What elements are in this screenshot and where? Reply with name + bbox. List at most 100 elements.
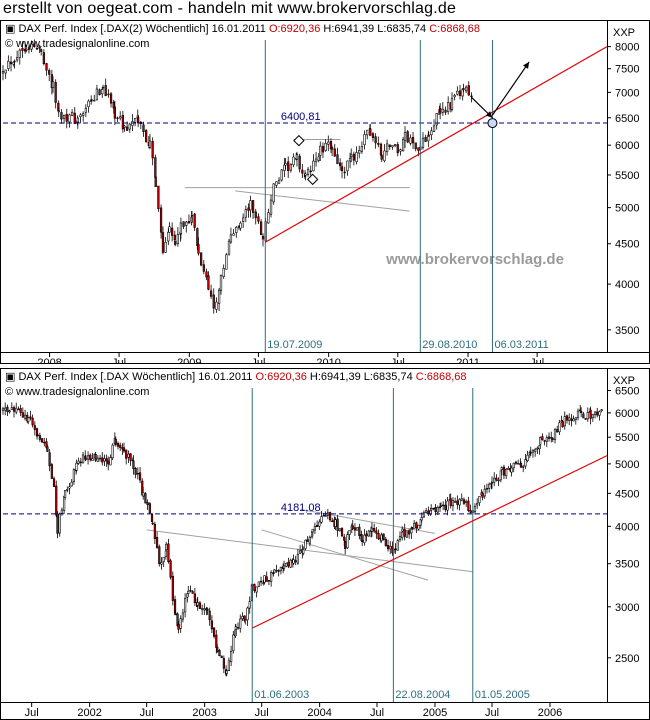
candle-body [272, 183, 275, 203]
candle-body [450, 97, 454, 110]
candle-body [406, 131, 409, 143]
candle-body [107, 93, 110, 96]
candle-body [366, 129, 369, 136]
candle-body [458, 499, 461, 506]
candle-body [65, 113, 68, 122]
candle-body [373, 527, 376, 532]
candle-body [40, 438, 44, 443]
candle-body [352, 153, 355, 161]
candle-body [101, 457, 104, 463]
chart-title-low: L:6835,74 [364, 371, 416, 383]
candle-body [91, 458, 94, 461]
candle-body [470, 95, 473, 98]
candle-body [348, 530, 351, 535]
candle-body [267, 212, 270, 224]
candle-body [277, 179, 281, 184]
candle-body [593, 411, 597, 416]
candle-body [122, 447, 126, 452]
candle-body [289, 559, 292, 568]
candle-body [417, 147, 420, 151]
x-tick-label: 2003 [192, 707, 216, 719]
candle-body [360, 146, 364, 152]
candle-body [456, 500, 459, 505]
candle-body [25, 48, 28, 51]
candle-body [458, 90, 462, 96]
candle-body [350, 154, 353, 158]
candle-body [52, 478, 56, 487]
candle-body [380, 534, 383, 541]
candle-body [51, 81, 55, 88]
candle-body [66, 489, 69, 491]
candle-body [285, 562, 288, 567]
candle-body [265, 576, 268, 582]
candle-body [225, 670, 228, 674]
candle-body [563, 416, 566, 427]
candle-body [403, 132, 407, 141]
arrow-head [523, 61, 530, 69]
candle-body [40, 49, 43, 52]
candle-body [119, 444, 122, 448]
candle-body [116, 117, 119, 119]
candle-body [346, 534, 349, 549]
candle-body [308, 536, 311, 544]
y-tick-label: 6000 [615, 408, 639, 420]
candle-body [222, 268, 225, 277]
candle-body [334, 519, 337, 527]
candle-body [438, 506, 442, 509]
candle-body [361, 539, 364, 543]
candle-body [247, 207, 250, 211]
candle-body [327, 141, 330, 145]
x-tick-label: Jul [25, 707, 39, 719]
x-tick-label: 2008 [37, 357, 61, 364]
candle-body [21, 412, 24, 418]
candle-body [600, 409, 603, 412]
candle-body [306, 539, 309, 543]
candle-body [257, 581, 260, 587]
candle-body [543, 440, 546, 442]
candle-body [9, 61, 13, 65]
candle-body [101, 88, 104, 95]
candle-body [434, 506, 437, 512]
candle-body [216, 646, 219, 652]
candle-body [495, 477, 498, 481]
candle-body [105, 458, 108, 462]
candle-body [275, 181, 278, 186]
candle-body [6, 406, 9, 412]
candle-body [449, 498, 452, 506]
candle-body [98, 457, 102, 460]
candle-body [30, 43, 33, 50]
candle-body [259, 221, 263, 235]
candle-body [389, 545, 392, 550]
candle-body [253, 583, 256, 591]
candle-body [311, 528, 314, 533]
candle-body [453, 95, 456, 98]
candle-body [121, 115, 125, 130]
candle-body [251, 200, 255, 213]
candle-body [218, 650, 221, 657]
candle-body [553, 428, 557, 440]
y-tick-label: 7000 [615, 87, 639, 99]
candle-body [155, 537, 159, 548]
candle-body [321, 146, 325, 153]
candle-body [377, 533, 380, 539]
candle-body [410, 527, 414, 530]
candle-body [72, 469, 75, 482]
candle-body [56, 513, 59, 534]
candle-body [203, 608, 206, 611]
candle-body [399, 149, 402, 152]
candle-body [215, 301, 218, 310]
candle-body [225, 254, 228, 270]
source-label: © www.tradesignalonline.com [5, 38, 149, 50]
candle-body [396, 144, 399, 154]
candle-body [467, 85, 470, 96]
dax-chart-2007-2011: ▣ DAX Perf. Index [.DAX(2) Wöchentlich] … [0, 20, 650, 364]
candle-body [296, 554, 300, 564]
candle-body [401, 139, 405, 152]
candle-body [75, 462, 78, 471]
candle-body [235, 227, 238, 233]
candle-body [171, 227, 174, 236]
candle-body [415, 522, 418, 529]
candle-body [580, 411, 583, 414]
candle-body [446, 500, 449, 511]
candle-body [58, 513, 61, 534]
